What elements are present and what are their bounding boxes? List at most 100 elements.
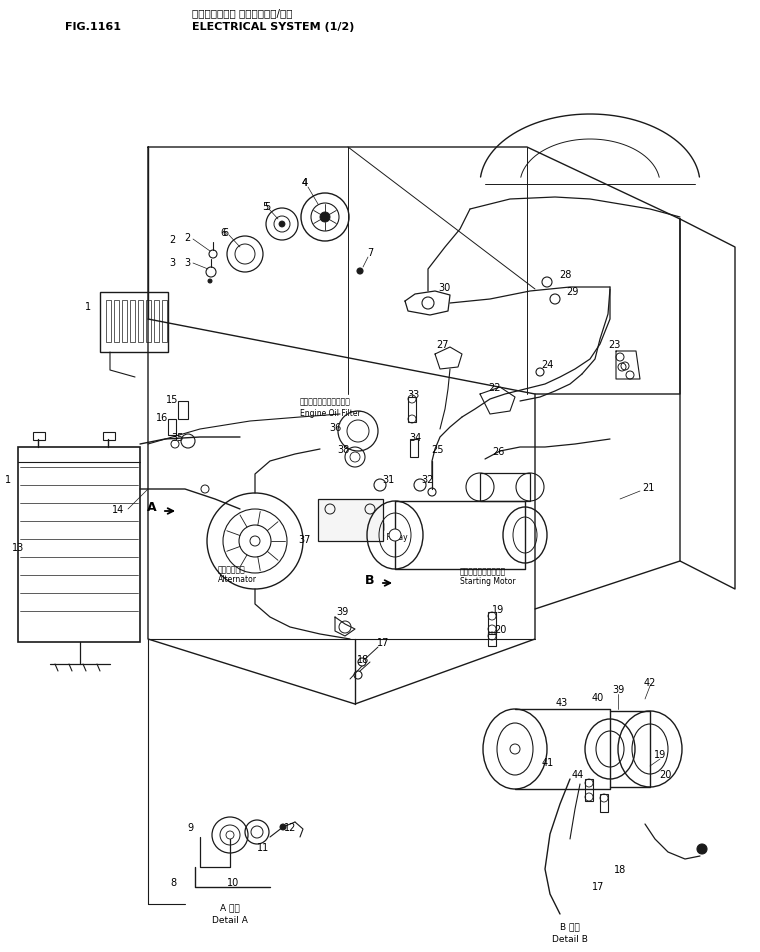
Circle shape [697,844,707,854]
Text: 18: 18 [357,654,369,664]
Text: 30: 30 [438,283,450,292]
Text: ELECTRICAL SYSTEM (1/2): ELECTRICAL SYSTEM (1/2) [192,22,354,32]
Circle shape [357,268,363,275]
Circle shape [208,280,212,284]
Text: 4: 4 [302,178,308,188]
Text: 34: 34 [409,432,421,443]
Text: 33: 33 [407,389,419,400]
Text: A: A [147,501,157,514]
Text: 17: 17 [592,881,604,891]
Text: 5: 5 [264,202,270,211]
Bar [162,301,167,343]
Bar [168,420,176,436]
Text: 2: 2 [184,232,190,243]
Text: 6: 6 [220,228,226,238]
Text: 2: 2 [169,235,175,245]
Text: 14: 14 [112,505,124,514]
Text: スターティングモータ: スターティングモータ [460,566,506,576]
Text: 19: 19 [654,749,666,759]
Text: 41: 41 [542,757,554,767]
Bar [488,632,496,646]
Text: 35: 35 [171,432,183,443]
Text: Alternator: Alternator [218,575,257,584]
Text: 43: 43 [556,697,568,707]
Text: 32: 32 [422,474,434,485]
Bar [154,301,159,343]
Circle shape [510,744,520,754]
Text: Heater Relay: Heater Relay [358,532,407,541]
Text: Starting Motor: Starting Motor [460,577,515,585]
Text: 31: 31 [382,474,394,485]
Text: B: B [366,573,375,585]
Bar [488,612,496,634]
Circle shape [279,222,285,228]
Bar [130,301,135,343]
Text: 3: 3 [169,258,175,268]
Text: 15: 15 [166,394,178,405]
Text: 20: 20 [494,625,506,634]
Text: FIG.1161: FIG.1161 [65,22,121,32]
Text: 20: 20 [659,769,671,779]
Text: 22: 22 [489,383,502,392]
Text: 7: 7 [367,248,373,258]
Text: 28: 28 [559,269,572,280]
Bar [18,447,140,643]
Text: 24: 24 [541,360,553,369]
Text: 1: 1 [85,302,91,311]
Text: 13: 13 [12,543,24,552]
Text: 25: 25 [432,445,445,454]
Bar [114,301,119,343]
Bar [178,402,188,420]
Text: 39: 39 [612,684,624,694]
Text: A 詳細: A 詳細 [220,902,240,912]
Circle shape [389,529,401,542]
Circle shape [250,536,260,546]
Text: 37: 37 [299,534,311,545]
Text: 38: 38 [337,445,349,454]
Text: 23: 23 [608,340,620,349]
Text: 19: 19 [492,605,504,614]
Circle shape [280,824,286,830]
Text: 3: 3 [184,258,190,268]
Text: 18: 18 [614,864,626,874]
Text: Detail B: Detail B [552,935,588,943]
Text: オルタネータ: オルタネータ [218,565,245,574]
Text: Detail A: Detail A [212,916,248,924]
Text: エンジンオイルフィルタ: エンジンオイルフィルタ [300,397,351,407]
Text: Engine Oil Filter: Engine Oil Filter [300,408,361,417]
Text: 36: 36 [329,423,341,432]
Text: 44: 44 [572,769,584,779]
Bar [106,301,111,343]
Bar [410,440,418,458]
Bar [600,794,608,812]
Text: 1: 1 [5,474,11,485]
Text: ヒータリレー: ヒータリレー [358,522,386,531]
Text: 42: 42 [644,677,656,687]
Text: B 詳細: B 詳細 [560,922,580,930]
Bar [122,301,127,343]
Text: 10: 10 [227,877,239,887]
Text: エレクトリカル システム（１/２）: エレクトリカル システム（１/２） [192,8,293,18]
Text: 21: 21 [641,483,654,492]
Text: 6: 6 [222,228,228,238]
Text: 27: 27 [437,340,449,349]
Circle shape [226,831,234,839]
Text: 9: 9 [187,823,193,832]
Circle shape [320,213,330,223]
Text: 11: 11 [257,843,269,852]
Bar [146,301,151,343]
Text: 17: 17 [377,637,389,647]
Text: 4: 4 [302,178,308,188]
Bar [480,473,530,502]
Bar [103,432,115,441]
Text: 26: 26 [492,446,504,457]
Bar [138,301,143,343]
Text: 39: 39 [336,606,348,616]
Bar [100,292,168,352]
Text: 16: 16 [156,412,168,423]
Text: 8: 8 [170,877,176,887]
Text: 29: 29 [565,287,578,297]
Bar [585,779,593,802]
Text: 40: 40 [592,692,604,703]
Text: 12: 12 [283,823,296,832]
